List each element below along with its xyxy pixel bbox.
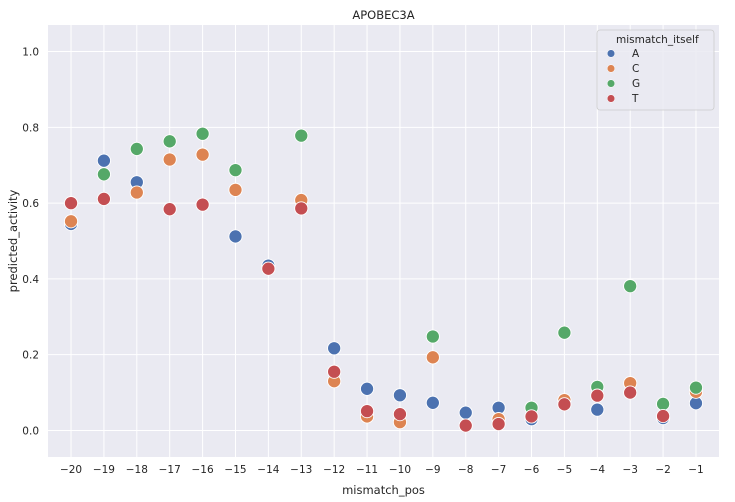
data-point-T <box>360 404 375 419</box>
y-tick-label: 0.8 <box>22 122 39 134</box>
legend-marker-A <box>606 49 616 58</box>
x-tick-label: −12 <box>323 464 345 476</box>
data-point-C <box>228 182 243 197</box>
x-axis-label: mismatch_pos <box>342 483 425 497</box>
data-point-A <box>425 395 440 410</box>
y-tick-label: 1.0 <box>22 47 39 59</box>
data-point-C <box>162 152 177 167</box>
legend-label-T: T <box>631 93 639 105</box>
x-tick-label: −7 <box>491 464 506 476</box>
y-axis-label: predicted_activity <box>6 189 20 292</box>
data-point-G <box>688 380 704 395</box>
data-point-T <box>294 201 309 216</box>
legend-marker-G <box>606 79 616 88</box>
data-point-T <box>261 261 276 276</box>
y-tick-labels: 0.0 0.2 0.4 0.6 0.8 1.0 <box>22 47 39 438</box>
legend-title: mismatch_itself <box>616 34 699 46</box>
data-point-T <box>458 418 473 433</box>
data-point-G <box>96 167 111 182</box>
data-point-G <box>656 396 671 411</box>
x-tick-label: −4 <box>590 464 606 476</box>
data-point-C <box>425 350 440 365</box>
data-point-A <box>590 402 605 417</box>
data-point-T <box>524 409 539 424</box>
data-points <box>63 126 704 433</box>
data-point-T <box>392 407 407 422</box>
x-tick-label: −5 <box>557 464 572 476</box>
x-tick-label: −2 <box>655 464 670 476</box>
data-point-G <box>195 126 210 141</box>
x-tick-label: −9 <box>425 464 440 476</box>
data-point-A <box>458 405 473 420</box>
legend-marker-C <box>606 64 616 73</box>
data-point-G <box>557 325 572 340</box>
chart-title: APOBEC3A <box>352 8 414 22</box>
x-tick-label: −19 <box>93 464 115 476</box>
legend-label-A: A <box>632 48 640 60</box>
data-point-T <box>623 385 638 400</box>
legend-marker-T <box>606 94 616 103</box>
y-tick-label: 0.2 <box>22 350 39 362</box>
x-tick-label: −16 <box>192 464 214 476</box>
data-point-T <box>96 191 111 206</box>
data-point-T <box>491 416 506 432</box>
x-tick-label: −13 <box>290 464 312 476</box>
legend-label-C: C <box>632 63 639 75</box>
data-point-T <box>590 388 605 403</box>
x-tick-label: −17 <box>159 464 181 476</box>
data-point-A <box>327 341 342 356</box>
y-tick-label: 0.4 <box>22 274 39 286</box>
data-point-T <box>63 196 79 211</box>
data-point-T <box>327 364 342 379</box>
data-point-A <box>96 153 111 168</box>
data-point-A <box>228 229 243 244</box>
data-point-T <box>162 202 177 217</box>
y-tick-label: 0.6 <box>22 198 39 210</box>
legend-box <box>596 29 715 111</box>
data-point-T <box>195 197 210 212</box>
x-tick-label: −14 <box>257 464 279 476</box>
legend-label-G: G <box>632 78 640 90</box>
y-tick-label: 0.0 <box>22 425 39 437</box>
x-tick-label: −10 <box>389 464 411 476</box>
data-point-G <box>294 128 309 143</box>
data-point-C <box>195 147 210 162</box>
data-point-C <box>63 214 79 229</box>
data-point-G <box>228 163 243 178</box>
x-tick-label: −8 <box>458 464 473 476</box>
data-point-A <box>360 381 375 396</box>
x-tick-label: −11 <box>356 464 378 476</box>
data-point-C <box>129 185 144 200</box>
x-tick-label: −3 <box>622 464 637 476</box>
x-tick-labels: −20 −19 −18 −17 −16 −15 −14 −13 −12 −11 −10 −9 −8 −7 −… <box>60 464 704 476</box>
x-tick-label: −20 <box>60 464 82 476</box>
x-tick-label: −15 <box>224 464 246 476</box>
data-point-G <box>425 329 440 344</box>
data-point-G <box>162 134 177 149</box>
x-tick-label: −1 <box>688 464 703 476</box>
data-point-T <box>557 397 572 412</box>
data-point-T <box>656 409 671 424</box>
x-tick-label: −18 <box>126 464 148 476</box>
data-point-A <box>392 388 407 403</box>
x-tick-label: −6 <box>524 464 540 476</box>
data-point-G <box>623 279 638 294</box>
data-point-G <box>129 141 144 156</box>
